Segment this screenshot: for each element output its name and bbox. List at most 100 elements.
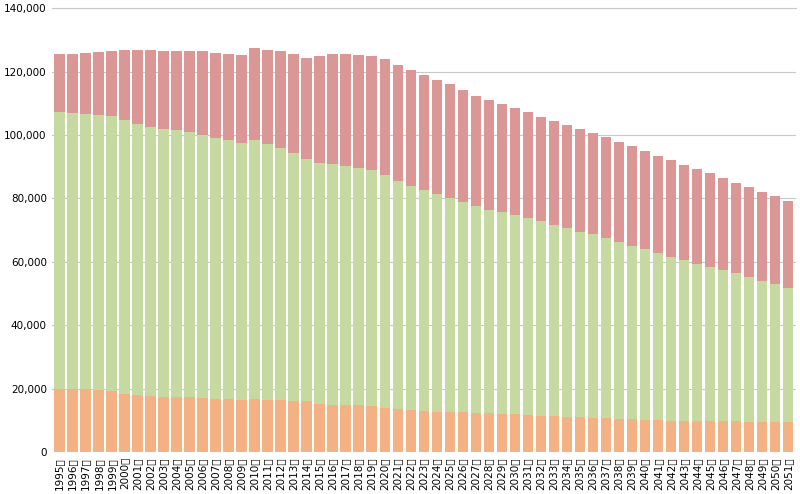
- Bar: [210, 137, 221, 399]
- Bar: [783, 288, 794, 422]
- Bar: [718, 421, 728, 452]
- Bar: [406, 186, 416, 411]
- Bar: [236, 143, 247, 400]
- Bar: [497, 413, 507, 452]
- Bar: [354, 405, 364, 452]
- Bar: [354, 55, 364, 168]
- Bar: [601, 238, 611, 418]
- Bar: [601, 418, 611, 452]
- Bar: [588, 235, 598, 417]
- Bar: [250, 140, 260, 399]
- Bar: [158, 129, 169, 397]
- Bar: [640, 420, 650, 452]
- Bar: [574, 232, 585, 417]
- Bar: [80, 52, 90, 114]
- Bar: [406, 71, 416, 186]
- Bar: [445, 198, 455, 412]
- Bar: [314, 56, 325, 164]
- Bar: [275, 400, 286, 452]
- Bar: [250, 399, 260, 452]
- Bar: [210, 53, 221, 137]
- Bar: [289, 54, 299, 153]
- Bar: [275, 148, 286, 400]
- Bar: [549, 416, 559, 452]
- Bar: [757, 281, 767, 422]
- Bar: [522, 415, 533, 452]
- Bar: [158, 51, 169, 129]
- Bar: [431, 80, 442, 194]
- Bar: [431, 194, 442, 412]
- Bar: [106, 391, 117, 452]
- Bar: [171, 397, 182, 452]
- Bar: [198, 398, 208, 452]
- Bar: [640, 249, 650, 420]
- Bar: [366, 170, 377, 406]
- Bar: [119, 120, 130, 394]
- Bar: [184, 51, 194, 132]
- Bar: [445, 84, 455, 198]
- Bar: [666, 256, 676, 421]
- Bar: [666, 161, 676, 256]
- Bar: [458, 90, 468, 202]
- Bar: [783, 422, 794, 452]
- Bar: [302, 58, 312, 159]
- Bar: [562, 416, 572, 452]
- Bar: [171, 130, 182, 397]
- Bar: [171, 51, 182, 130]
- Bar: [302, 402, 312, 452]
- Bar: [522, 112, 533, 218]
- Bar: [510, 414, 520, 452]
- Bar: [379, 408, 390, 452]
- Bar: [418, 412, 429, 452]
- Bar: [574, 417, 585, 452]
- Bar: [640, 151, 650, 249]
- Bar: [289, 401, 299, 452]
- Bar: [341, 166, 351, 405]
- Bar: [653, 420, 663, 452]
- Bar: [67, 113, 78, 389]
- Bar: [653, 253, 663, 420]
- Bar: [497, 212, 507, 413]
- Bar: [262, 144, 273, 400]
- Bar: [314, 164, 325, 404]
- Bar: [470, 412, 481, 452]
- Bar: [132, 50, 142, 124]
- Bar: [757, 422, 767, 452]
- Bar: [54, 112, 65, 389]
- Bar: [431, 412, 442, 452]
- Bar: [678, 165, 689, 260]
- Bar: [223, 54, 234, 140]
- Bar: [94, 52, 104, 115]
- Bar: [718, 178, 728, 270]
- Bar: [67, 389, 78, 452]
- Bar: [184, 398, 194, 452]
- Bar: [653, 156, 663, 253]
- Bar: [106, 51, 117, 116]
- Bar: [80, 114, 90, 389]
- Bar: [262, 400, 273, 452]
- Bar: [146, 396, 156, 452]
- Bar: [730, 421, 741, 452]
- Bar: [289, 153, 299, 401]
- Bar: [549, 121, 559, 225]
- Bar: [198, 51, 208, 134]
- Bar: [614, 419, 624, 452]
- Bar: [626, 146, 637, 246]
- Bar: [418, 76, 429, 191]
- Bar: [198, 134, 208, 398]
- Bar: [744, 277, 754, 422]
- Bar: [626, 419, 637, 452]
- Bar: [522, 218, 533, 415]
- Bar: [445, 412, 455, 452]
- Bar: [379, 59, 390, 175]
- Bar: [236, 400, 247, 452]
- Bar: [106, 116, 117, 391]
- Bar: [705, 173, 715, 267]
- Bar: [678, 260, 689, 421]
- Bar: [483, 209, 494, 413]
- Bar: [119, 50, 130, 120]
- Bar: [757, 192, 767, 281]
- Bar: [341, 54, 351, 166]
- Bar: [146, 126, 156, 396]
- Bar: [770, 284, 780, 422]
